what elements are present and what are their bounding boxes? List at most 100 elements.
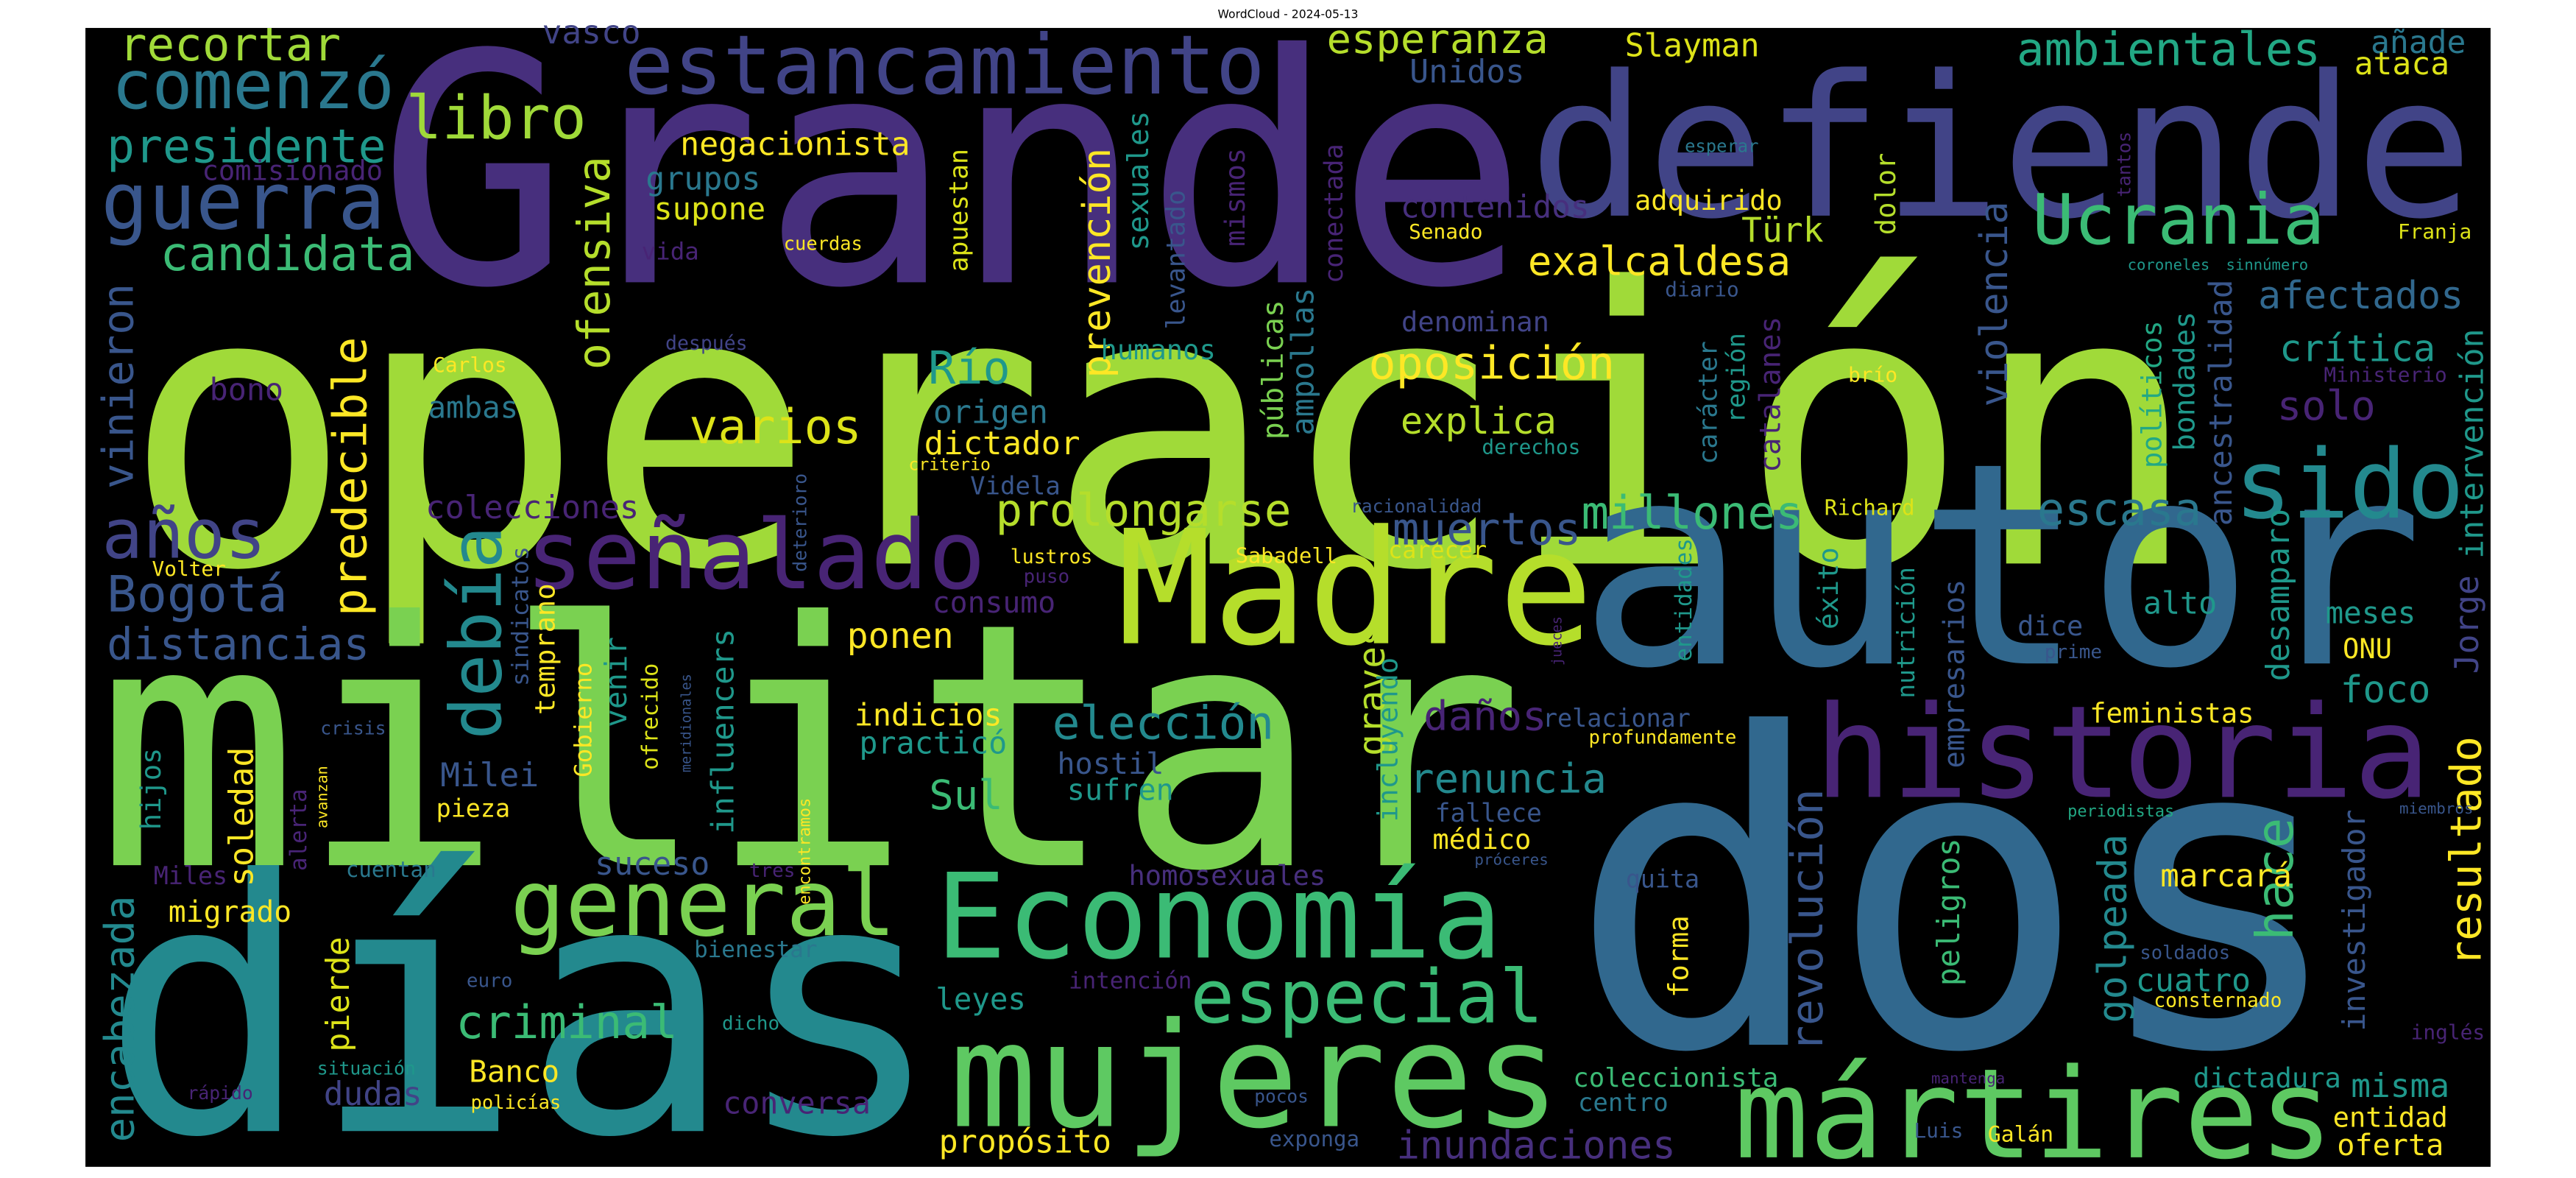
word: prime: [2045, 641, 2102, 663]
word: añade: [2371, 24, 2466, 61]
word: homosexuales: [1128, 860, 1326, 892]
word: soledad: [222, 747, 261, 887]
word: ofrecido: [637, 663, 663, 770]
word: Banco: [469, 1054, 559, 1089]
word: tantos: [2114, 132, 2135, 197]
word: comenzó: [112, 46, 394, 124]
word: contenidos: [1401, 188, 1590, 225]
word: Madre: [1117, 496, 1593, 681]
word: influencers: [705, 629, 741, 834]
word: meridionales: [679, 674, 695, 772]
word: entidad: [2333, 1101, 2448, 1133]
word: esperanza: [1326, 15, 1548, 63]
word: dice: [2017, 610, 2083, 642]
word: debía: [435, 526, 517, 739]
word: criminal: [456, 995, 677, 1049]
word: distancias: [107, 618, 369, 669]
word: intervención: [2454, 328, 2491, 559]
word: días: [101, 807, 944, 1178]
word: explica: [1401, 399, 1557, 442]
word: autor: [1578, 403, 2424, 730]
word: Jorge: [2449, 575, 2486, 674]
word: hostil: [1057, 747, 1164, 781]
word: dictadura: [2193, 1062, 2341, 1094]
word: afectados: [2258, 274, 2463, 318]
word: Milei: [440, 757, 539, 794]
word: pieza: [436, 794, 510, 823]
word: empresarios: [1939, 579, 1972, 769]
word: Sul: [929, 772, 1002, 819]
word: cuatro: [2136, 963, 2251, 1000]
word: Türk: [1741, 211, 1824, 250]
word: nutrición: [1892, 567, 1920, 699]
word: pierde: [320, 937, 357, 1051]
word: guerra: [101, 157, 385, 248]
word: políticos: [2137, 320, 2168, 468]
word: recortar: [119, 18, 341, 71]
word: próceres: [1474, 850, 1548, 868]
word: ataca: [2354, 46, 2449, 82]
word: consumo: [933, 586, 1055, 620]
word: varios: [689, 400, 861, 455]
word: centro: [1578, 1088, 1669, 1118]
word: cuentan: [346, 857, 436, 882]
word: éxito: [1813, 547, 1844, 629]
word: Videla: [970, 472, 1061, 501]
word: encabezada: [96, 896, 144, 1143]
word: renuncia: [1409, 755, 1607, 803]
word: coleccionista: [1573, 1063, 1778, 1093]
word: propósito: [939, 1124, 1111, 1160]
word: desamparo: [2260, 509, 2297, 681]
word: entidades: [1671, 538, 1697, 661]
word: millones: [1581, 486, 1802, 540]
word: fallece: [1435, 799, 1542, 828]
word: carácter: [1694, 341, 1723, 464]
word: misma: [2351, 1068, 2449, 1105]
word: coroneles: [2128, 255, 2210, 273]
figure-title: WordCloud - 2024-05-13: [1218, 8, 1359, 21]
word: esperar: [1685, 136, 1758, 157]
word: sindicatos: [508, 546, 534, 686]
word: solo: [2277, 382, 2376, 430]
word: alerta: [286, 789, 312, 871]
word: Ministerio: [2324, 362, 2446, 387]
word: Slayman: [1625, 28, 1760, 65]
word: denominan: [1401, 306, 1549, 338]
word: Grande: [378, 0, 1528, 358]
word: escasa: [2037, 483, 2201, 536]
word: carecer: [1388, 537, 1487, 564]
word: después: [665, 332, 748, 355]
word: diario: [1665, 277, 1738, 301]
word: dos: [1568, 644, 2349, 1147]
word: revolución: [1782, 789, 1833, 1051]
word: Bogotá: [107, 566, 288, 624]
word: soldados: [2140, 942, 2230, 964]
word: Unidos: [1409, 54, 1524, 91]
word: historia: [1814, 678, 2430, 827]
word: peligros: [1931, 838, 1967, 986]
word: Galán: [1988, 1121, 2053, 1147]
word: Luis: [1914, 1118, 1963, 1143]
word: miembros: [2399, 800, 2473, 817]
word: Sabadell: [1236, 543, 1337, 568]
word: dudas: [324, 1076, 422, 1113]
word: pocos: [1254, 1085, 1309, 1107]
word: indicios: [854, 696, 1002, 733]
word: mantenga: [1931, 1069, 2005, 1087]
word: profundamente: [1588, 727, 1736, 749]
word: general: [510, 850, 896, 957]
word: cuerdas: [784, 232, 863, 254]
word: militar: [95, 550, 1524, 945]
word: grupos: [645, 161, 760, 197]
word: Franja: [2398, 219, 2471, 244]
word: golpeada: [2090, 834, 2136, 1023]
word: vinieron: [93, 283, 144, 489]
word: crítica: [2279, 327, 2435, 370]
word: vasco: [542, 14, 641, 52]
word: operación: [122, 207, 2201, 654]
word: exalcaldesa: [1528, 238, 1791, 284]
word: ampollas: [1285, 288, 1321, 436]
word: dictador: [924, 425, 1080, 462]
word: colecciones: [425, 489, 639, 526]
word: ambas: [428, 390, 518, 426]
